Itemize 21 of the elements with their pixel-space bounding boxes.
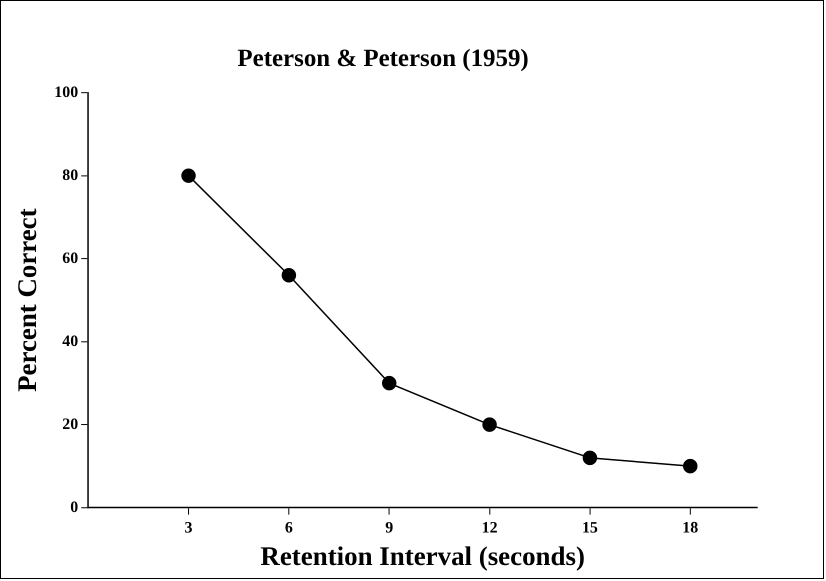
point [282,268,296,282]
y-tick-label: 80 [62,166,78,184]
y-tick-label: 20 [62,416,78,433]
point [382,376,396,390]
point [683,458,698,474]
y-tick-label: 60 [62,250,78,267]
x-tick-label: 9 [385,519,394,536]
x-tick-label: 6 [284,519,293,536]
point [482,417,497,432]
x-tick-label: 18 [682,519,698,536]
y-tick-label: 40 [62,332,78,350]
y-tick-label: 0 [70,498,78,516]
x-tick-label: 12 [482,519,498,536]
x-tick-label: 3 [184,519,193,536]
chart-title: Peterson & Peterson (1959) [237,45,529,72]
y-tick-label: 100 [54,84,78,101]
point [582,450,598,466]
point [181,168,196,183]
y-axis-title: Percent Correct [12,208,42,392]
x-axis-title: Retention Interval (seconds) [260,540,585,571]
x-tick-label: 15 [582,519,598,536]
